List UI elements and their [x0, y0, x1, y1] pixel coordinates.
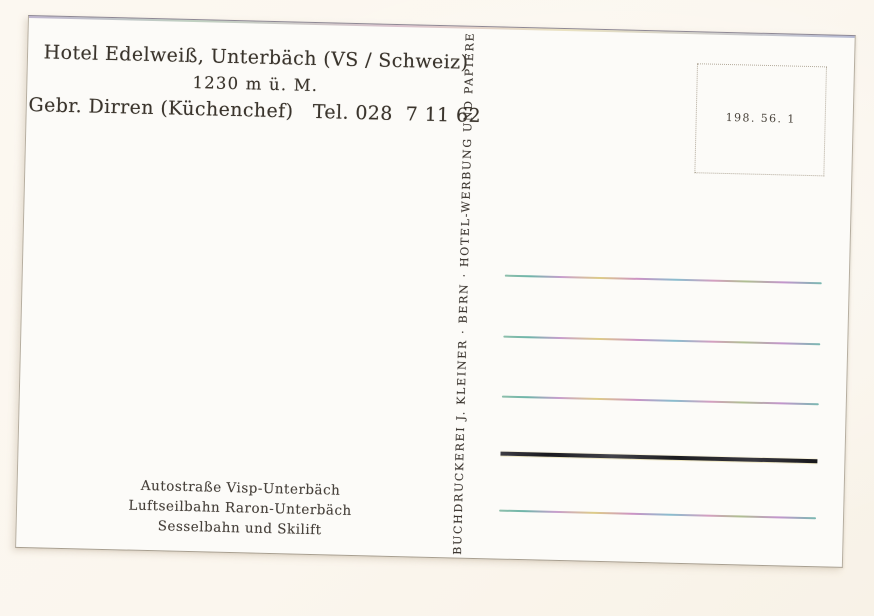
- address-line-5: [499, 509, 817, 520]
- postcard: Hotel Edelweiß, Unterbäch (VS / Schweiz)…: [15, 15, 856, 568]
- address-line-1: [504, 274, 822, 285]
- card-top-edge-fringe: [28, 16, 855, 39]
- stamp-box-code: 198. 56. 1: [725, 110, 796, 126]
- stamp-box: 198. 56. 1: [694, 63, 827, 177]
- address-line-4-thick: [500, 451, 818, 464]
- address-line-2: [503, 335, 821, 346]
- transport-line-chairlift: Sesselbahn und Skilift: [157, 518, 322, 539]
- hotel-header: Hotel Edelweiß, Unterbäch (VS / Schweiz)…: [28, 38, 482, 129]
- address-line-3: [501, 395, 819, 406]
- transport-info: Autostraße Visp-Unterbäch Luftseilbahn R…: [128, 476, 353, 541]
